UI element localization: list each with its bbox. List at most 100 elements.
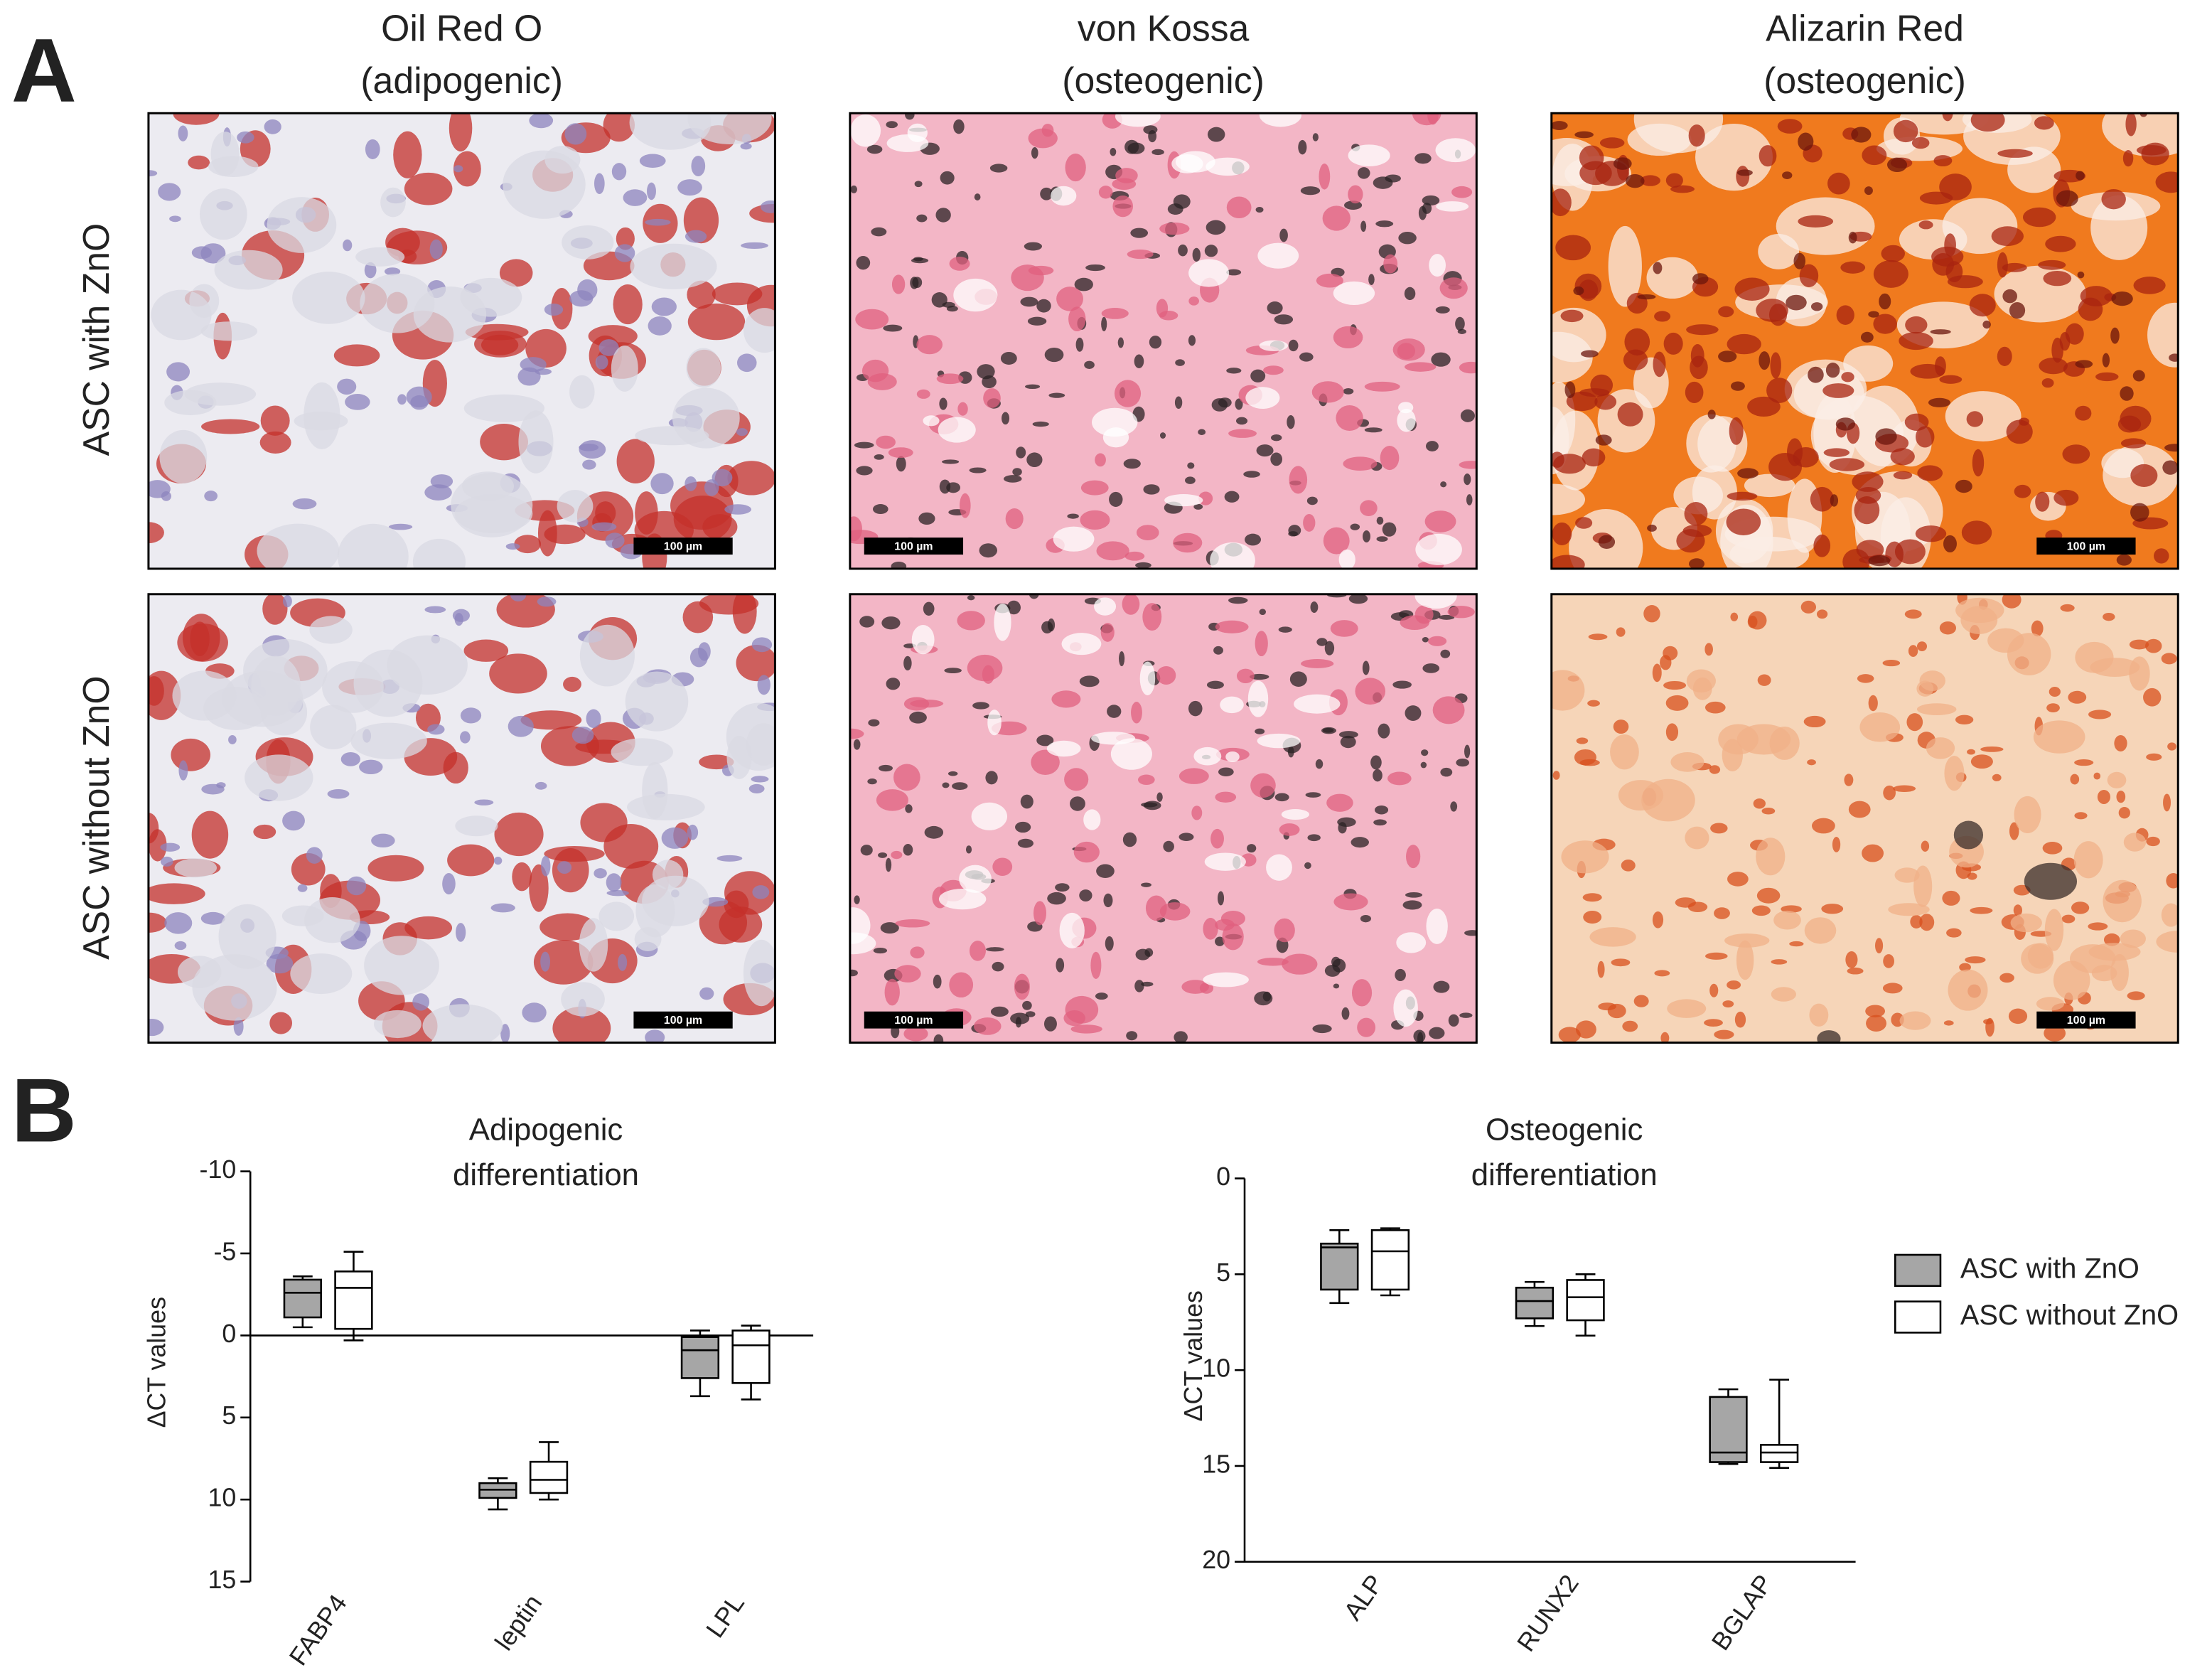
stain (1036, 734, 1054, 746)
stain (1075, 337, 1084, 352)
stain (881, 616, 901, 630)
stain (1667, 999, 1707, 1018)
stain (1695, 123, 1773, 191)
stain (1101, 316, 1107, 331)
stain (1185, 476, 1196, 484)
stain (1333, 893, 1368, 911)
stain (1206, 220, 1226, 235)
stain (1581, 350, 1599, 358)
stain (611, 345, 638, 392)
scale-bar (633, 1011, 733, 1029)
stain (1888, 903, 1930, 916)
stain (353, 649, 423, 717)
stain (1578, 279, 1599, 301)
stain (938, 888, 987, 910)
stain (588, 325, 638, 348)
stain (1611, 958, 1631, 967)
stain (1012, 468, 1022, 476)
stain (2101, 188, 2126, 210)
stain (208, 156, 259, 177)
stain (1804, 917, 1837, 944)
stain (751, 776, 769, 783)
stain (2022, 207, 2056, 228)
stain (1215, 620, 1249, 633)
stain (1188, 335, 1196, 346)
stain (327, 788, 350, 799)
stain (635, 884, 675, 938)
stain (2034, 116, 2054, 130)
stain (894, 965, 921, 983)
stain (1316, 638, 1328, 646)
stain (949, 972, 974, 998)
stain (757, 675, 771, 695)
stain (1943, 1020, 1954, 1026)
stain (1579, 145, 1604, 171)
stain (1247, 844, 1257, 853)
stain (1179, 833, 1194, 841)
stain (1965, 956, 1986, 964)
stain (1875, 428, 1897, 445)
stain (2075, 405, 2092, 421)
stain (933, 1034, 944, 1043)
stain (1134, 354, 1144, 368)
stain (2161, 653, 2177, 665)
stain (1685, 826, 1709, 850)
column-title: (adipogenic) (360, 60, 563, 101)
stain (969, 941, 986, 961)
stain (1709, 765, 1721, 774)
stain (148, 670, 181, 720)
stain (924, 825, 944, 839)
stain (953, 119, 965, 134)
stain (260, 689, 308, 736)
micrograph (849, 594, 1477, 1043)
stain (1122, 594, 1140, 615)
stain (1817, 1030, 1841, 1043)
stain (1206, 680, 1224, 689)
stain (2043, 270, 2072, 287)
stain (2002, 594, 2022, 609)
stain (1855, 486, 1881, 504)
stain (1866, 1015, 1887, 1032)
stain (1618, 780, 1664, 811)
stain (1736, 169, 1753, 176)
stain (1967, 872, 1977, 880)
stain (214, 250, 283, 290)
stain (1024, 242, 1043, 251)
stain (2021, 943, 2054, 974)
stain (1274, 793, 1289, 802)
stain (1139, 661, 1156, 695)
stain (1289, 671, 1307, 687)
scale-bar-label: 100 µm (894, 1015, 933, 1027)
box (1370, 1229, 1410, 1291)
stain (218, 904, 276, 970)
stain (1653, 262, 1663, 274)
stain (1930, 329, 1951, 335)
stain (1305, 792, 1321, 798)
stain (868, 719, 880, 727)
stain (704, 479, 719, 496)
stain (1064, 768, 1089, 791)
stain (1220, 696, 1244, 714)
stain (1124, 551, 1145, 561)
stain (1312, 133, 1319, 141)
stain (282, 810, 305, 831)
stain (891, 850, 903, 860)
stain (957, 402, 968, 416)
stain (1163, 840, 1174, 852)
stain (1440, 649, 1451, 658)
stain (1464, 930, 1477, 936)
stain (1340, 735, 1356, 749)
stain (1249, 673, 1269, 680)
stain (1084, 360, 1095, 369)
stain (1289, 466, 1308, 494)
stain (1028, 265, 1054, 276)
stain (891, 561, 907, 569)
stain (1551, 670, 1585, 711)
stain (1056, 287, 1083, 311)
stain (699, 987, 714, 1000)
stain (1594, 394, 1617, 410)
stain (1455, 316, 1465, 331)
stain (1718, 306, 1734, 318)
stain (979, 543, 998, 558)
stain (1306, 496, 1318, 505)
